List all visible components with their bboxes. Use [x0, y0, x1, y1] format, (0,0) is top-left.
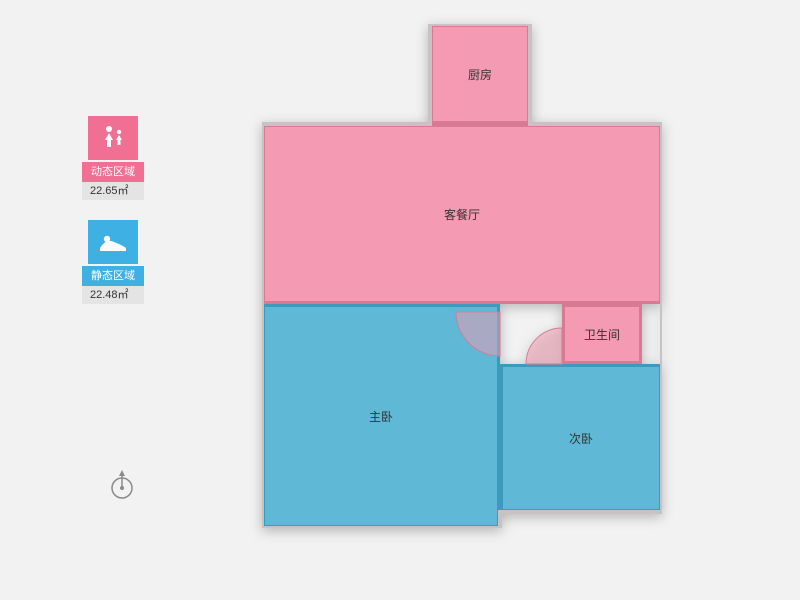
floorplan: 厨房客餐厅卫生间主卧次卧: [262, 24, 662, 528]
room-kitchen: 厨房: [430, 24, 530, 124]
room-master-label: 主卧: [369, 408, 393, 425]
room-second-label: 次卧: [569, 430, 593, 447]
active-zone-icon: [88, 116, 138, 160]
sleeping-icon: [98, 230, 128, 254]
room-kitchen-label: 厨房: [468, 66, 492, 83]
static-zone-icon: [88, 220, 138, 264]
people-icon: [99, 124, 127, 152]
door-arc-1: [524, 326, 600, 402]
legend-static: 静态区域 22.48㎡: [82, 220, 144, 304]
legend-static-label: 静态区域: [82, 266, 144, 286]
room-living-label: 客餐厅: [444, 206, 480, 223]
legend-static-value: 22.48㎡: [82, 286, 144, 304]
compass-icon: [106, 470, 138, 502]
legend-active: 动态区域 22.65㎡: [82, 116, 144, 200]
legend-active-value: 22.65㎡: [82, 182, 144, 200]
legend: 动态区域 22.65㎡ 静态区域 22.48㎡: [82, 116, 144, 324]
legend-active-label: 动态区域: [82, 162, 144, 182]
